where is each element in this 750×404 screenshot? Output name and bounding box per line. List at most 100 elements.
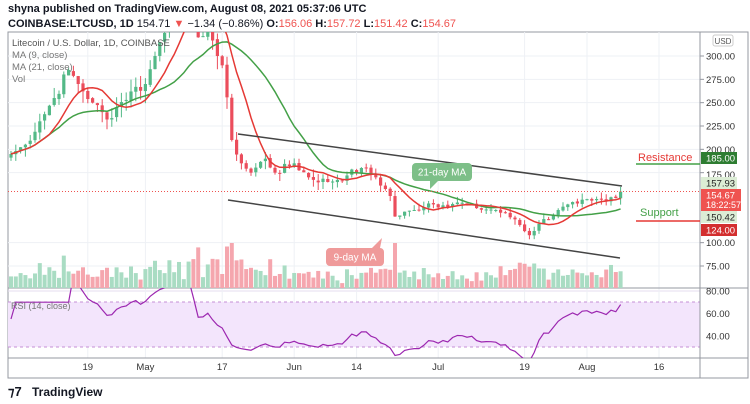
candle-body: [364, 167, 368, 169]
rsi-tick-label: 60.00: [706, 309, 730, 320]
candle-body: [168, 14, 171, 32]
candle-body: [105, 112, 109, 120]
volume-bar: [201, 277, 205, 288]
candle-body: [335, 179, 339, 183]
candle-body: [571, 202, 575, 205]
current-price-text: 154.67: [706, 191, 735, 202]
time-tick-label: 14: [351, 362, 362, 373]
candle-body: [475, 203, 479, 209]
legend-ma9[interactable]: MA (9, close): [12, 50, 67, 61]
volume-bars: [9, 243, 623, 288]
candle-body: [244, 163, 248, 169]
volume-bar: [311, 277, 316, 288]
candle-body: [254, 167, 258, 173]
volume-bar: [450, 271, 455, 288]
price-axis[interactable]: 300.00 275.00 250.00 225.00 200.00 175.00 100.…: [700, 52, 735, 273]
close-label: C:: [410, 18, 423, 30]
volume-bar: [580, 273, 585, 288]
support-label: Support: [640, 207, 679, 219]
time-axis[interactable]: 19 May 17 Jun 14 Jul 19 Aug 16: [83, 362, 665, 373]
candle-body: [359, 167, 363, 173]
volume-bar: [546, 279, 551, 288]
candle-body: [542, 219, 546, 224]
candle-body: [585, 199, 589, 201]
support-tag: [701, 224, 737, 236]
ma21-callout[interactable]: 21-day MA: [412, 163, 472, 189]
candle-body: [321, 178, 325, 182]
candle-body: [129, 91, 133, 101]
countdown-text: 18:22:57: [706, 200, 741, 210]
close-value: 154.67: [422, 18, 456, 30]
volume-bar: [575, 272, 580, 288]
volume-bar: [81, 267, 85, 288]
resistance-tag-text: 185.00: [706, 154, 735, 165]
candle-body: [460, 202, 464, 204]
lower-channel-line[interactable]: [227, 199, 621, 259]
price-tick-label: 300.00: [706, 52, 735, 63]
rsi-axis[interactable]: 80.00 60.00 40.00: [706, 287, 730, 343]
volume-bar: [66, 271, 71, 288]
volume-bar: [191, 259, 196, 288]
candle-body: [379, 177, 383, 186]
candle-body: [523, 224, 527, 232]
volume-bar: [388, 269, 393, 288]
ma9-callout[interactable]: 9-day MA: [326, 238, 384, 266]
volume-bar: [522, 263, 527, 288]
volume-bar: [527, 266, 532, 288]
candle-body: [427, 203, 431, 208]
volume-bar: [109, 276, 114, 288]
volume-bar: [138, 279, 143, 288]
support-tag-text: 124.00: [706, 226, 735, 237]
volume-bar: [186, 261, 191, 288]
candle-body: [551, 214, 555, 220]
volume-bar: [100, 270, 105, 288]
volume-bar: [167, 260, 172, 288]
candle-body: [441, 205, 445, 208]
candle-body: [604, 199, 608, 201]
legend-rsi[interactable]: RSI (14, close): [11, 301, 71, 311]
candle-body: [340, 180, 344, 182]
legend-title: Litecoin / U.S. Dollar, 1D, COINBASE: [12, 38, 170, 49]
candle-body: [590, 198, 594, 201]
price-tick-label: 275.00: [706, 75, 735, 86]
candle-body: [153, 56, 157, 70]
candle-body: [575, 201, 579, 204]
candles: [9, 14, 623, 240]
volume-bar: [436, 273, 441, 288]
currency-label: USD: [715, 37, 732, 46]
candle-body: [403, 211, 407, 216]
volume-bar: [277, 273, 282, 288]
down-arrow-icon: ▼: [173, 18, 185, 30]
rsi-tick-label: 40.00: [706, 331, 730, 342]
candle-body: [446, 204, 450, 208]
candle-body: [19, 147, 23, 151]
volume-bar: [426, 274, 431, 288]
candle-body: [431, 203, 435, 205]
volume-bar: [599, 277, 604, 288]
volume-bar: [196, 247, 201, 288]
volume-bar: [287, 278, 292, 288]
candle-body: [595, 198, 599, 201]
volume-bar: [258, 270, 263, 288]
open-label: O:: [266, 18, 279, 30]
candle-body: [43, 114, 47, 121]
volume-bar: [244, 269, 249, 288]
resistance-label: Resistance: [638, 152, 692, 164]
open-value: 156.06: [278, 18, 313, 30]
candle-body: [513, 217, 517, 220]
candle-body: [38, 121, 42, 133]
volume-bar: [469, 281, 474, 288]
volume-bar: [273, 275, 277, 288]
volume-bar: [148, 266, 153, 288]
candle-body: [311, 177, 315, 180]
legend-vol[interactable]: Vol: [12, 74, 25, 85]
legend-ma21[interactable]: MA (21, close): [12, 62, 73, 73]
candle-body: [206, 32, 210, 37]
time-tick-label: 19: [83, 362, 94, 373]
candle-body: [173, 14, 176, 15]
volume-bar: [129, 266, 133, 288]
candle-body: [28, 140, 32, 144]
volume-bar: [407, 276, 412, 288]
upper-channel-line[interactable]: [237, 133, 623, 187]
